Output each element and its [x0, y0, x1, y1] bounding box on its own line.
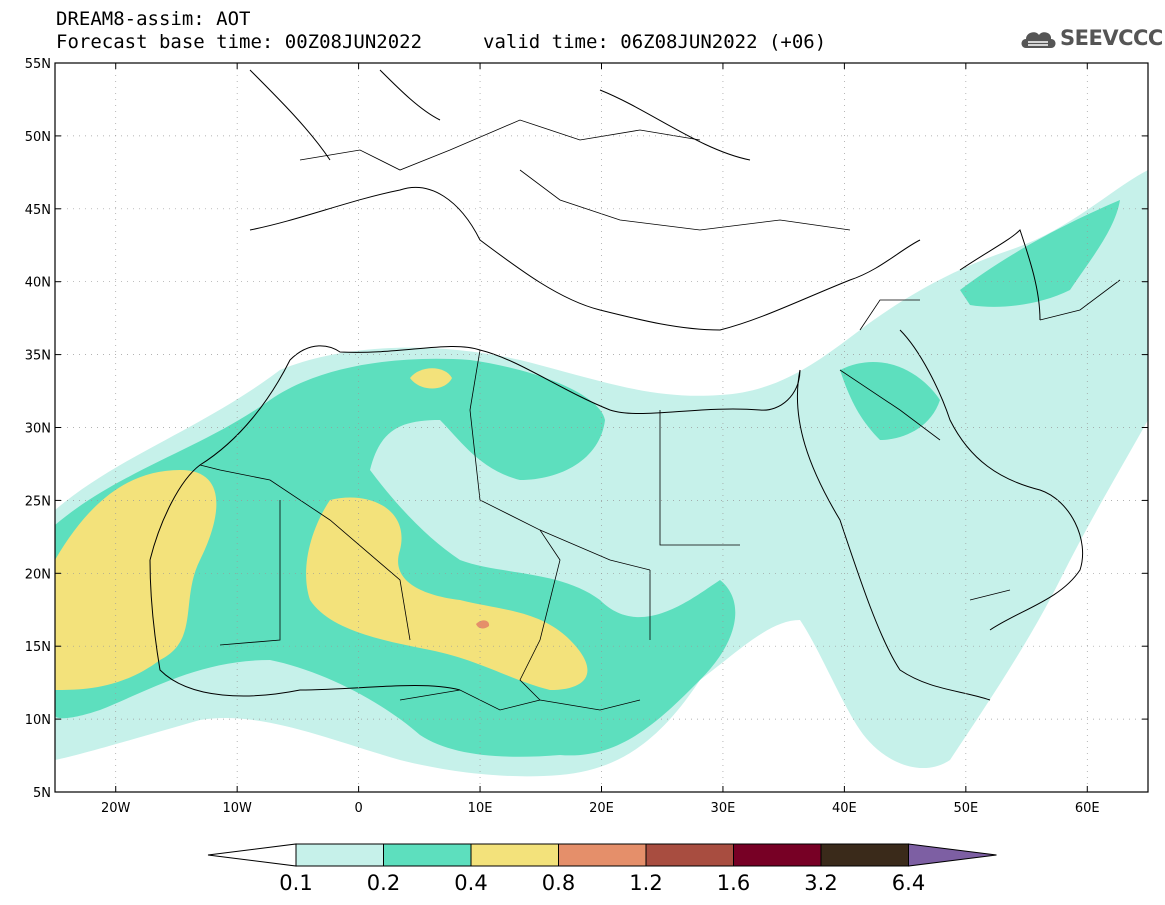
- longitude-labels: 20W 10W 0 10E 20E 30E 40E 50E 60E: [101, 801, 1100, 816]
- lon-label: 0: [354, 801, 362, 816]
- lat-label: 45N: [25, 203, 51, 218]
- colorbar-under-arrow: [207, 843, 297, 867]
- lon-label: 10W: [222, 801, 252, 816]
- lat-label: 15N: [25, 640, 51, 655]
- colorbar-label: 1.2: [629, 871, 663, 895]
- graticule: [55, 63, 1148, 792]
- lat-label: 50N: [25, 130, 51, 145]
- lat-label: 20N: [25, 567, 51, 582]
- colorbar-label: 0.1: [279, 871, 313, 895]
- aot-level-0.4-tunisia: [410, 368, 452, 389]
- forecast-base-time: Forecast base time: 00Z08JUN2022: [56, 31, 423, 53]
- lat-label: 30N: [25, 422, 51, 437]
- lat-label: 5N: [33, 786, 51, 801]
- lon-label: 20W: [101, 801, 131, 816]
- colorbar: [207, 843, 997, 867]
- lon-label: 40E: [832, 801, 857, 816]
- colorbar-label: 1.6: [716, 871, 751, 895]
- aot-level-0.8: [476, 620, 490, 629]
- aot-shading: [55, 170, 1148, 777]
- aot-level-0.4-west: [55, 470, 217, 690]
- colorbar-over-arrow: [908, 843, 997, 867]
- colorbar-swatch: [645, 843, 734, 867]
- lon-label: 20E: [589, 801, 614, 816]
- axis-ticks: [55, 62, 1148, 793]
- lat-label: 55N: [25, 57, 51, 72]
- lat-label: 35N: [25, 349, 51, 364]
- country-borders: [199, 119, 1121, 711]
- aot-level-0.4-central: [306, 497, 588, 690]
- latitude-labels: 55N 50N 45N 40N 35N 30N 25N 20N 15N 10N 5N: [25, 57, 51, 801]
- cloud-icon: [1021, 32, 1056, 48]
- logo-text: SEEVCCC: [1060, 26, 1163, 50]
- colorbar-label: 0.4: [454, 871, 488, 895]
- lat-label: 25N: [25, 494, 51, 509]
- lat-label: 40N: [25, 276, 51, 291]
- colorbar-swatch: [558, 843, 647, 867]
- lon-label: 10E: [468, 801, 493, 816]
- colorbar-label: 0.2: [366, 871, 401, 895]
- colorbar-swatch: [733, 843, 822, 867]
- aot-level-0.2-caspian: [960, 200, 1120, 307]
- seevccc-logo: SEEVCCC: [1018, 24, 1163, 56]
- valid-time: valid time: 06Z08JUN2022 (+06): [483, 31, 827, 53]
- colorbar-swatch: [295, 843, 384, 867]
- coastlines: [149, 69, 1084, 701]
- colorbar-swatch: [470, 843, 559, 867]
- colorbar-swatch: [820, 843, 909, 867]
- colorbar-label: 0.8: [541, 871, 576, 895]
- colorbar-swatch: [383, 843, 472, 867]
- aot-level-0.2-iraq: [840, 361, 940, 440]
- lat-label: 10N: [25, 713, 51, 728]
- map-title: DREAM8-assim: AOT: [56, 8, 251, 30]
- colorbar-label: 3.2: [804, 871, 838, 895]
- colorbar-label: 6.4: [891, 871, 926, 895]
- lon-label: 30E: [711, 801, 736, 816]
- lon-label: 50E: [953, 801, 978, 816]
- lon-label: 60E: [1075, 801, 1100, 816]
